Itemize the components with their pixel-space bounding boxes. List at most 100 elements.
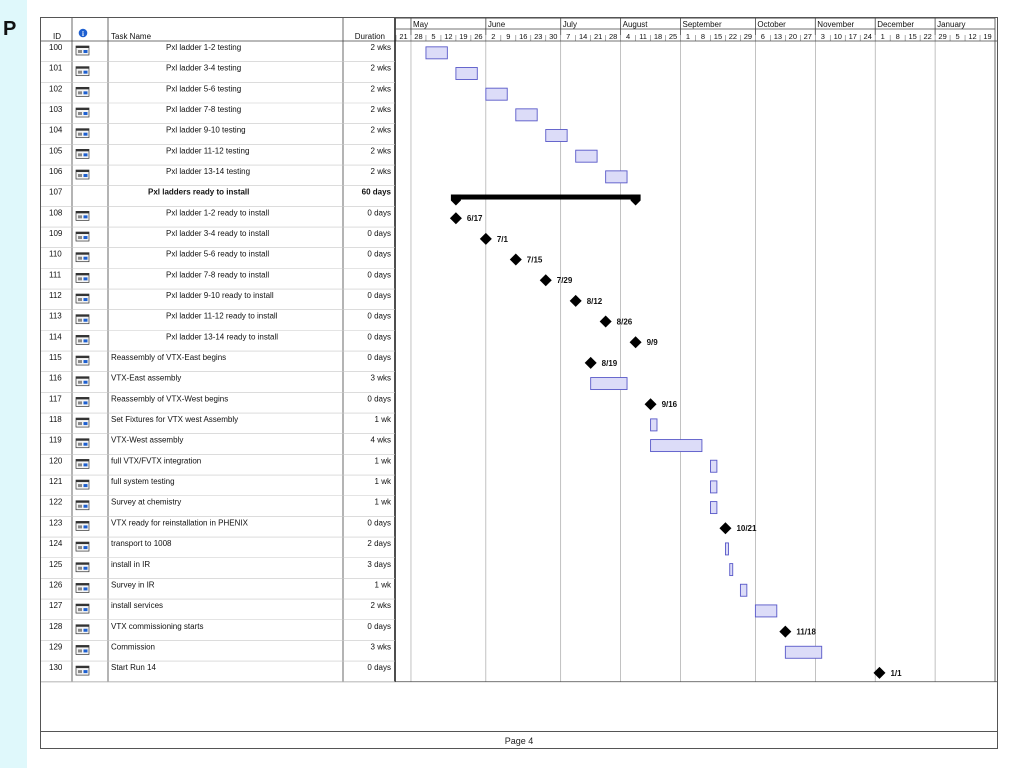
week-label: 13 (774, 32, 782, 41)
week-label: 4 (626, 32, 630, 41)
task-duration: 0 days (367, 394, 391, 403)
task-bar (425, 46, 448, 60)
task-name: VTX-West assembly (111, 436, 183, 445)
note-icon-title (76, 480, 89, 483)
note-icon-mark (83, 256, 88, 260)
task-bar (729, 563, 734, 577)
task-duration: 0 days (367, 208, 391, 217)
task-note-icon (75, 459, 90, 469)
note-icon-title (76, 211, 89, 214)
week-label: 25 (669, 32, 677, 41)
note-icon-title (76, 252, 89, 255)
week-label: 22 (729, 32, 737, 41)
task-name: Pxl ladders ready to install (148, 188, 249, 197)
note-icon-doc (78, 525, 82, 529)
week-label: 16 (519, 32, 527, 41)
milestone-label: 7/1 (497, 235, 509, 244)
week-label: 9 (506, 32, 510, 41)
summary-end-cap (630, 194, 641, 206)
task-id: 117 (49, 394, 62, 403)
task-name-header: Task Name (111, 32, 152, 41)
milestone-diamond (719, 522, 732, 535)
milestone-diamond (539, 274, 552, 287)
note-icon-mark (83, 587, 88, 591)
note-icon-doc (78, 587, 82, 591)
info-icon-glyph: i (82, 30, 84, 38)
week-label: 24 (864, 32, 872, 41)
note-icon-title (76, 438, 89, 441)
note-icon-mark (83, 236, 88, 240)
note-icon-title (76, 666, 89, 669)
week-label: 14 (579, 32, 587, 41)
note-icon-mark (83, 215, 88, 219)
note-icon-mark (83, 463, 88, 467)
task-name: Pxl ladder 3-4 testing (166, 64, 241, 73)
note-icon-doc (78, 442, 82, 446)
task-id: 121 (49, 477, 63, 486)
task-name: VTX-East assembly (111, 374, 181, 383)
note-icon-mark (83, 504, 88, 508)
task-id: 130 (49, 663, 63, 672)
task-id: 102 (49, 84, 63, 93)
note-icon-title (76, 232, 89, 235)
note-icon-doc (78, 153, 82, 157)
task-bar (710, 501, 718, 515)
task-name: Pxl ladder 1-2 testing (166, 43, 241, 52)
task-note-icon (75, 66, 90, 77)
task-duration: 0 days (367, 250, 391, 259)
task-id: 116 (49, 374, 62, 383)
month-label: August (623, 20, 649, 29)
task-bar (485, 87, 508, 101)
task-duration: 60 days (362, 188, 392, 197)
footer-divider (41, 731, 997, 732)
task-id: 113 (49, 312, 62, 321)
task-name: Pxl ladder 9-10 ready to install (166, 291, 274, 300)
note-icon-doc (78, 628, 82, 632)
task-note-icon (75, 107, 90, 118)
gantt-chart: May June July August September October Novembe… (41, 18, 997, 683)
note-icon-doc (78, 401, 82, 405)
week-label: 29 (744, 32, 752, 41)
task-name: Pxl ladder 11-12 testing (166, 146, 249, 155)
task-duration: 2 days (367, 539, 391, 548)
milestone-diamond (873, 666, 886, 679)
task-id: 111 (49, 270, 62, 279)
note-icon-doc (78, 256, 82, 260)
task-note-icon (75, 45, 90, 56)
month-label: June (488, 20, 506, 29)
task-name: Reassembly of VTX-East begins (111, 353, 226, 362)
week-label: 17 (849, 32, 857, 41)
note-icon-mark (83, 360, 88, 364)
task-duration: 0 days (367, 353, 391, 362)
week-label: 21 (399, 32, 407, 41)
note-icon-mark (83, 50, 88, 53)
task-name: Pxl ladder 9-10 testing (166, 126, 246, 135)
task-note-icon (75, 149, 90, 159)
note-icon-title (76, 376, 89, 379)
task-duration: 4 wks (371, 436, 391, 445)
week-label: 19 (459, 32, 467, 41)
task-duration: 0 days (367, 663, 391, 672)
note-icon-doc (78, 339, 82, 343)
note-icon-title (76, 335, 89, 338)
task-id: 129 (49, 642, 63, 651)
milestone-label: 8/12 (587, 297, 603, 306)
note-icon-mark (83, 298, 88, 302)
note-icon-doc (78, 504, 82, 508)
task-name: Pxl ladder 13-14 ready to install (166, 332, 278, 341)
note-icon-mark (83, 484, 88, 488)
task-note-icon (75, 479, 90, 490)
milestone-label: 7/15 (527, 256, 543, 265)
note-icon-mark (83, 318, 88, 322)
task-id: 125 (49, 560, 63, 569)
info-icon-circle (78, 28, 88, 38)
task-name: Commission (111, 642, 155, 651)
task-id: 128 (49, 622, 63, 631)
task-duration: 3 wks (371, 374, 391, 383)
task-note-icon (75, 562, 90, 573)
task-duration: 2 wks (371, 167, 391, 176)
task-name: Pxl ladder 13-14 testing (166, 167, 250, 176)
note-icon-doc (78, 50, 82, 53)
task-id: 120 (49, 456, 63, 465)
note-icon-doc (78, 670, 82, 674)
